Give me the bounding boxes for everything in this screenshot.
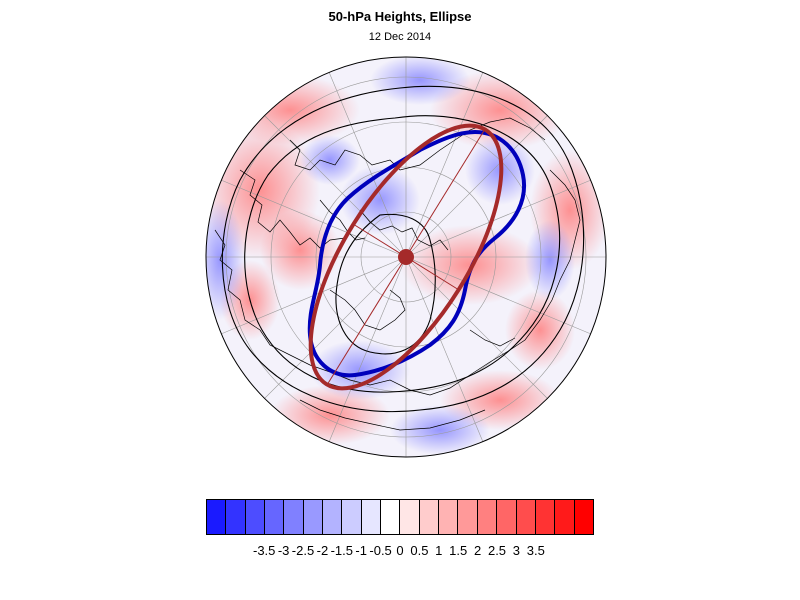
colorbar-box (284, 500, 304, 534)
colorbar (206, 499, 594, 535)
colorbar-box (516, 500, 536, 534)
colorbar-tick-label: 0 (396, 543, 404, 558)
colorbar-box (439, 500, 459, 534)
colorbar-tick-label: 3.5 (526, 543, 545, 558)
colorbar-tick-label: 2.5 (487, 543, 507, 558)
colorbar-tick-label: -2.5 (291, 543, 315, 558)
figure-title: 50-hPa Heights, Ellipse (328, 9, 472, 24)
colorbar-box (419, 500, 440, 534)
colorbar-tick-label: 1 (435, 543, 443, 558)
colorbar-tick-label: 3 (512, 543, 521, 558)
coastlines (214, 117, 581, 431)
colorbar-box (574, 500, 593, 534)
colorbar-box (477, 500, 498, 534)
colorbar-box (323, 500, 343, 534)
map-boundary (205, 56, 607, 458)
colorbar-tick-label: -2 (316, 543, 329, 558)
colorbar-tick-label: -1 (355, 543, 367, 558)
colorbar-tick-label: -3 (277, 543, 290, 558)
colorbar-box (245, 500, 266, 534)
colorbar-box (303, 500, 324, 534)
colorbar-labels: -3.5 -3 -2.5 -2 -1.5 -1 -0.5 0 0.5 1 1.5 2 2.5 3 3.5 (0, 543, 800, 563)
colorbar-box (226, 500, 246, 534)
colorbar-tick-label: -3.5 (252, 543, 276, 558)
colorbar-box (265, 500, 285, 534)
height-contours (221, 85, 585, 413)
fitted-ellipse (308, 123, 504, 391)
colorbar-tick-label: 1.5 (449, 543, 468, 558)
colorbar-box (555, 500, 575, 534)
colorbar-tick-label: -0.5 (369, 543, 392, 558)
figure-date: 12 Dec 2014 (368, 31, 432, 43)
colorbar-box (381, 500, 401, 534)
ellipse-center-marker (398, 249, 414, 265)
colorbar-box (342, 500, 362, 534)
colorbar-tick-label: 2 (473, 543, 482, 558)
colorbar-box (458, 500, 478, 534)
observed-contour (307, 129, 527, 378)
colorbar-box (400, 500, 420, 534)
colorbar-tick-label: -1.5 (330, 543, 353, 558)
colorbar-tick-label: 0.5 (410, 543, 429, 558)
colorbar-box (497, 500, 517, 534)
colorbar-box (207, 500, 227, 534)
colorbar-box (361, 500, 382, 534)
colorbar-box (535, 500, 556, 534)
